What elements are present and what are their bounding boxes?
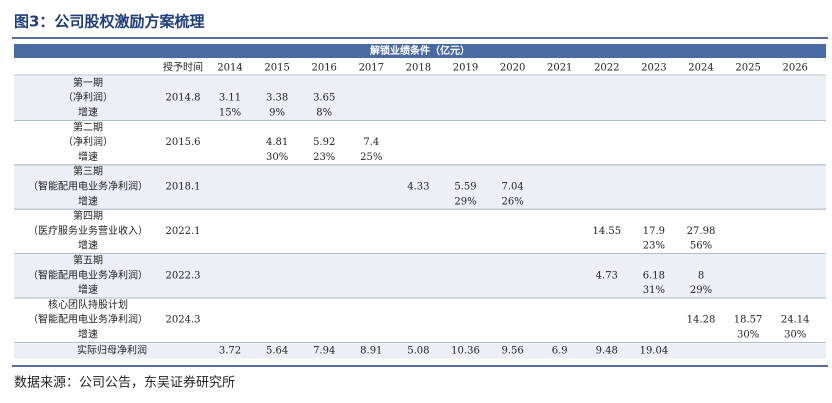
period-name: 第三期 — [73, 165, 103, 178]
group-bg — [14, 209, 826, 254]
growth-label: 增速 — [78, 328, 98, 341]
actual-value: 5.08 — [407, 345, 429, 356]
growth-value: 31% — [643, 285, 665, 296]
growth-value: 26% — [501, 196, 523, 207]
growth-value: 56% — [690, 241, 712, 252]
year-header: 2021 — [547, 63, 572, 74]
period-metric: （智能配用电业务净利润） — [28, 180, 148, 193]
target-value: 4.33 — [407, 182, 429, 193]
grant-date: 2018.1 — [166, 182, 201, 193]
year-header: 2015 — [264, 63, 289, 74]
year-header: 2023 — [641, 63, 666, 74]
year-header: 2022 — [594, 63, 619, 74]
target-value: 27.98 — [687, 226, 716, 237]
figure-title: 图3：公司股权激励方案梳理 — [14, 13, 204, 31]
group-bg — [14, 164, 826, 210]
group-bg — [14, 120, 826, 165]
period-name: 核心团队持股计划 — [48, 298, 128, 311]
growth-label: 增速 — [78, 194, 98, 207]
grant-date: 2022.1 — [166, 226, 201, 237]
growth-value: 8% — [316, 108, 332, 119]
year-header: 2014 — [217, 63, 242, 74]
growth-value: 29% — [454, 196, 476, 207]
actual-value: 5.64 — [266, 345, 288, 356]
grant-date: 2024.3 — [166, 315, 201, 326]
target-value: 14.55 — [592, 226, 621, 237]
growth-value: 30% — [266, 152, 288, 163]
actual-bg — [14, 343, 826, 359]
actual-value: 3.72 — [219, 345, 241, 356]
grant-date: 2022.3 — [166, 270, 201, 281]
growth-value: 9% — [269, 108, 285, 119]
period-name: 第二期 — [73, 120, 103, 133]
target-value: 3.65 — [313, 93, 335, 104]
year-header: 2020 — [500, 63, 525, 74]
target-value: 24.14 — [781, 315, 810, 326]
period-name: 第四期 — [73, 209, 103, 222]
actual-label: 实际归母净利润 — [77, 343, 147, 356]
target-value: 17.9 — [643, 226, 665, 237]
year-header: 2018 — [406, 63, 431, 74]
grant-header: 授予时间 — [163, 61, 203, 74]
growth-value: 23% — [643, 241, 665, 252]
group-bg — [14, 298, 826, 343]
period-metric: （净利润） — [63, 91, 113, 104]
grant-date: 2015.6 — [166, 137, 201, 148]
year-header: 2016 — [311, 63, 336, 74]
target-value: 5.92 — [313, 137, 335, 148]
target-value: 4.81 — [266, 137, 288, 148]
growth-label: 增速 — [78, 106, 98, 119]
target-value: 7.4 — [363, 137, 379, 148]
growth-value: 25% — [360, 152, 382, 163]
period-metric: （净利润） — [63, 135, 113, 148]
growth-value: 30% — [737, 330, 759, 341]
growth-label: 增速 — [78, 239, 98, 252]
period-metric: （医疗服务业务营业收入） — [28, 224, 148, 237]
target-value: 8 — [698, 270, 704, 281]
grant-date: 2014.8 — [166, 93, 201, 104]
period-metric: （智能配用电业务净利润） — [28, 268, 148, 281]
growth-value: 30% — [784, 330, 806, 341]
growth-value: 15% — [219, 108, 241, 119]
actual-value: 8.91 — [360, 345, 382, 356]
actual-value: 9.56 — [501, 345, 523, 356]
year-header: 2026 — [782, 63, 807, 74]
target-value: 6.18 — [643, 270, 665, 281]
target-value: 3.38 — [266, 93, 288, 104]
year-header: 2017 — [359, 63, 384, 74]
target-value: 4.73 — [596, 270, 618, 281]
period-name: 第一期 — [73, 76, 103, 89]
target-value: 3.11 — [219, 93, 241, 104]
source: 数据来源：公司公告，东吴证券研究所 — [14, 375, 235, 391]
growth-value: 23% — [313, 152, 335, 163]
group-bg — [14, 253, 826, 298]
growth-value: 29% — [690, 285, 712, 296]
target-value: 5.59 — [454, 182, 476, 193]
year-header: 2025 — [735, 63, 760, 74]
group-bg — [14, 76, 826, 121]
actual-value: 6.9 — [552, 345, 568, 356]
header-bar — [14, 44, 826, 58]
target-value: 14.28 — [687, 315, 716, 326]
header-title: 解锁业绩条件（亿元） — [370, 44, 470, 57]
period-name: 第五期 — [73, 254, 103, 267]
target-value: 18.57 — [734, 315, 763, 326]
year-header: 2024 — [688, 63, 713, 74]
growth-label: 增速 — [78, 150, 98, 163]
actual-value: 7.94 — [313, 345, 335, 356]
target-value: 7.04 — [501, 182, 523, 193]
actual-value: 10.36 — [451, 345, 480, 356]
actual-value: 19.04 — [640, 345, 669, 356]
period-metric: （智能配用电业务净利润） — [28, 313, 148, 326]
actual-value: 9.48 — [596, 345, 618, 356]
growth-label: 增速 — [78, 283, 98, 296]
year-header: 2019 — [453, 63, 478, 74]
